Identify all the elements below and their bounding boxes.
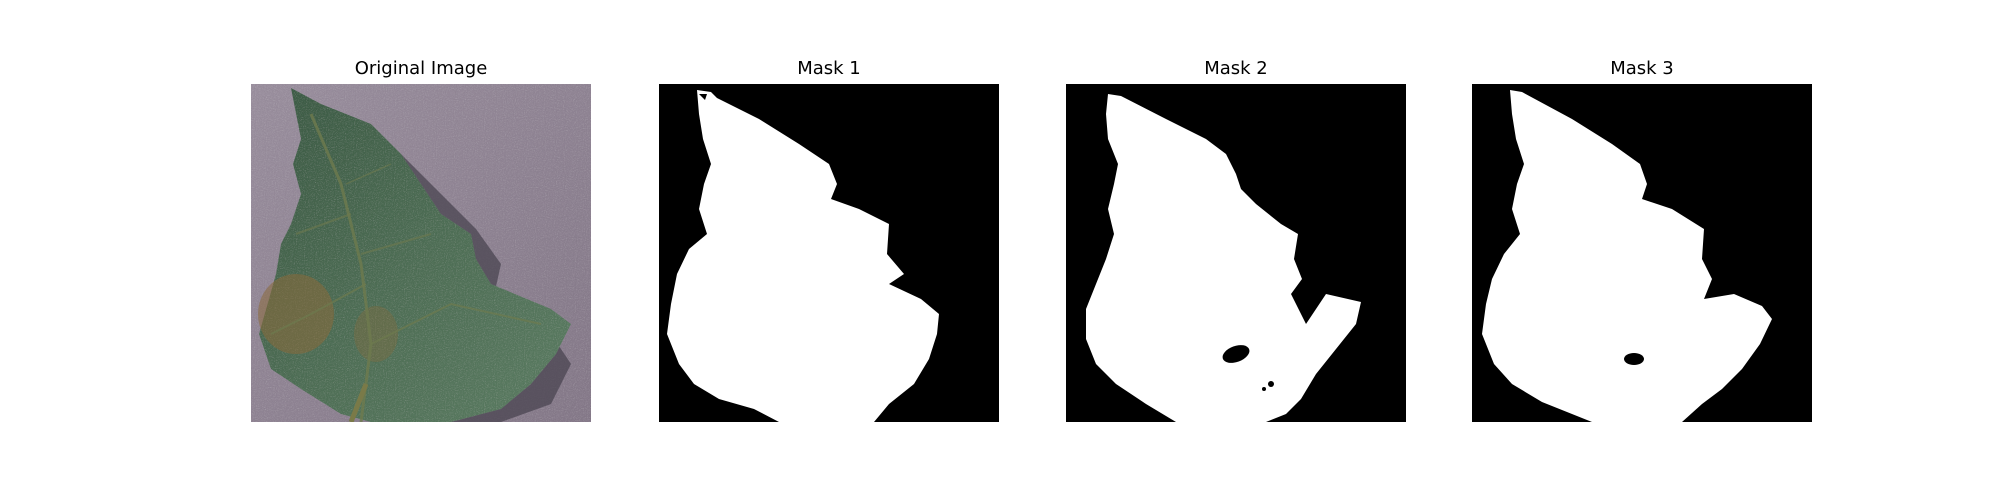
panel-title: Original Image	[354, 58, 488, 79]
panel-mask-2: Mask 2	[1066, 0, 1406, 500]
panel-title: Mask 2	[1204, 58, 1268, 79]
panel-title: Mask 3	[1610, 58, 1674, 79]
panel-original-image: Original Image	[251, 0, 591, 500]
mask-1-image	[659, 84, 999, 422]
panel-mask-3: Mask 3	[1472, 0, 1812, 500]
mask-2-image	[1066, 84, 1406, 422]
panel-mask-1: Mask 1	[659, 0, 999, 500]
original-leaf-photo	[251, 84, 591, 422]
mask-3-image	[1472, 84, 1812, 422]
panel-title: Mask 1	[797, 58, 861, 79]
